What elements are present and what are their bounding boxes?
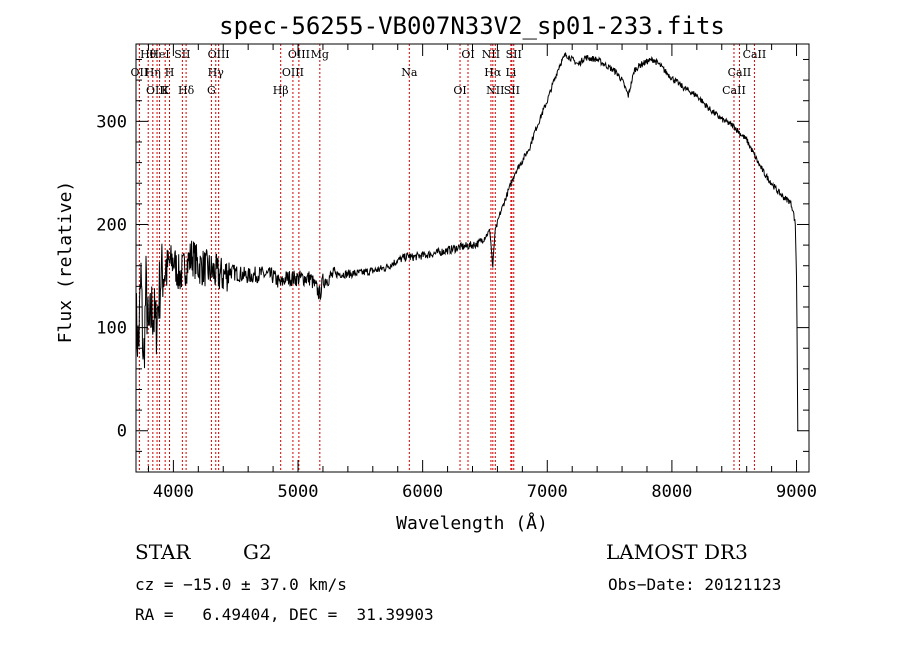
x-axis: 4000 5000 6000 7000 8000 9000 [147,44,817,502]
line-label: Mg [311,48,329,61]
line-label: G [207,84,216,97]
line-label: SII [506,48,522,61]
line-label: OIII [208,48,230,61]
line-label: OI [461,48,474,61]
line-label: CaII [728,66,752,79]
line-label: Na [401,66,418,79]
x-tick-label: 7000 [527,482,568,502]
line-label: Hγ [208,66,225,79]
x-tick-label: 4000 [153,482,194,502]
y-axis-label: Flux (relative) [55,181,76,344]
y-tick-label: 100 [96,319,127,339]
line-label: HeI [149,48,169,61]
y-axis: 0 100 200 300 [96,58,809,452]
line-label: SII [174,48,190,61]
survey-label: LAMOST DR3 [606,540,748,564]
line-label: H [165,66,175,79]
line-label: CaII [743,48,767,61]
line-labels: Hθ OII OIII HeI HηK SII HHδ OIII Hγ G OIII OIII Hβ Mg… [131,48,767,97]
y-tick-label: 300 [96,112,127,132]
spectrum-line [135,52,799,431]
line-label: Hα [484,66,502,79]
line-label: NII [482,48,500,61]
subclass-label: G2 [243,540,272,564]
line-label: OIII [282,66,304,79]
line-markers [138,44,755,472]
line-label: Hθ [140,48,157,61]
line-label: OII [131,66,149,79]
x-tick-label: 6000 [402,482,443,502]
line-label: SII [504,84,520,97]
line-label: Hδ [178,84,195,97]
y-tick-label: 0 [117,422,127,442]
x-tick-label: 9000 [776,482,817,502]
line-label: OI [453,84,466,97]
line-label: NII [486,84,504,97]
chart-title: spec-56255-VB007N33V2_sp01-233.fits [219,12,725,40]
coordinates: RA = 6.49404, DEC = 31.39903 [135,605,434,624]
x-axis-label: Wavelength (Å) [396,512,548,534]
class-label: STAR [135,540,191,564]
x-tick-label: 5000 [278,482,319,502]
y-tick-label: 200 [96,215,127,235]
line-label: Hη [145,66,161,79]
line-label: Li [505,66,516,79]
line-label: K [161,84,170,97]
line-label: OIII [288,48,310,61]
x-tick-label: 8000 [651,482,692,502]
obs-date: Obs−Date: 20121123 [608,575,782,594]
line-label: OIII [146,84,168,97]
line-label: CaII [722,84,746,97]
redshift-text: cz = −15.0 ± 37.0 km/s [135,575,347,594]
line-label: Hβ [273,84,289,97]
